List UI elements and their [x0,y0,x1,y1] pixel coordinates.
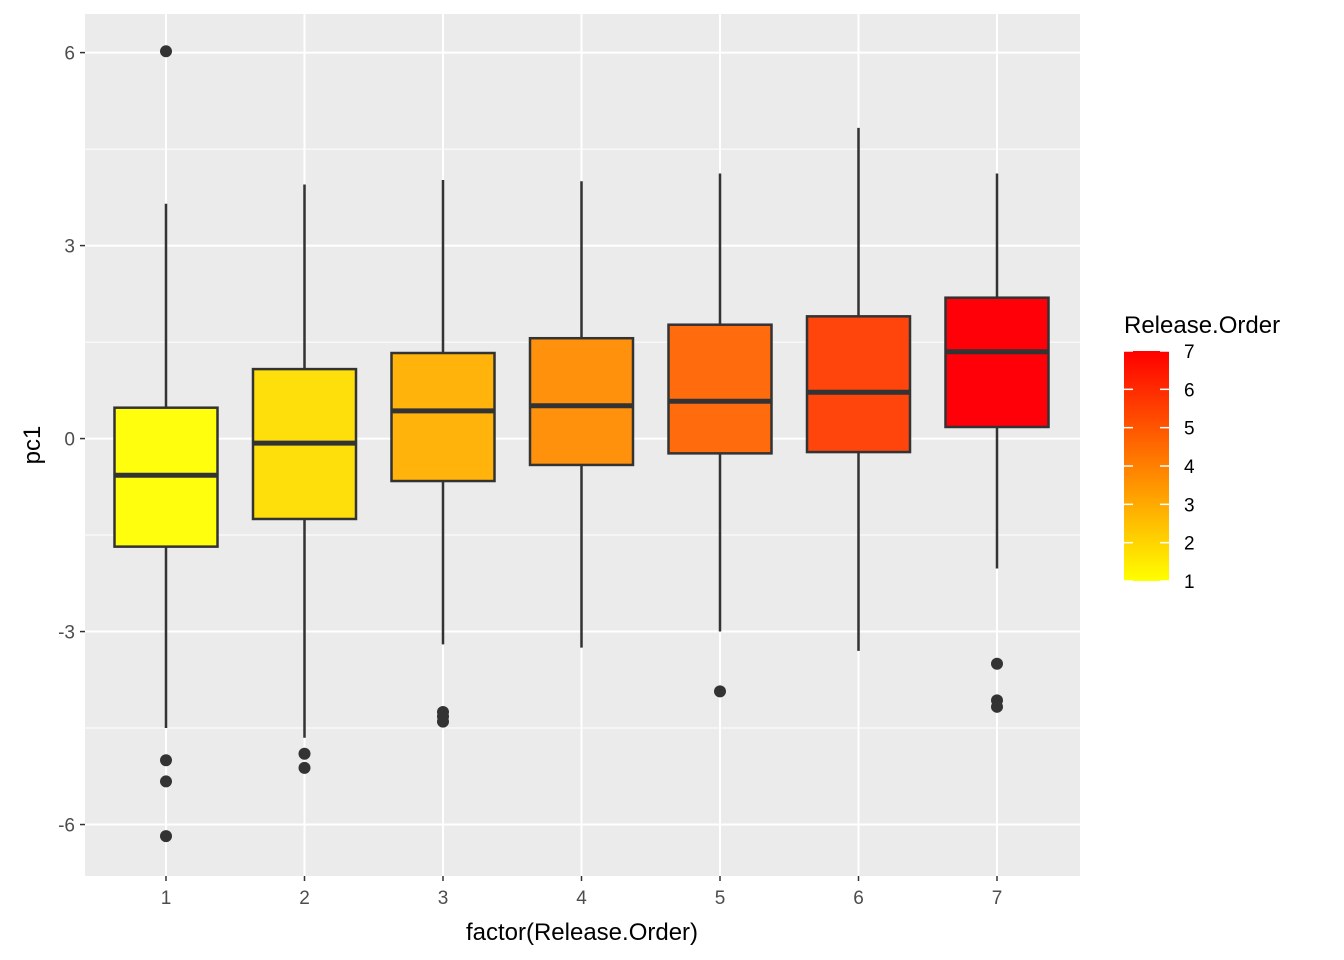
x-tick-label: 5 [715,888,726,909]
box [944,296,1050,429]
box-group-7 [944,173,1050,713]
outlier-point [991,700,1003,713]
outlier-point [991,657,1003,670]
box [390,351,496,483]
outlier-point [437,715,449,728]
x-tick-label: 6 [853,888,864,909]
outlier-point [298,747,311,760]
box-group-3 [390,179,496,728]
box-group-2 [251,184,358,774]
y-tick-label: -6 [58,816,75,837]
x-axis: 1 2 3 4 5 6 7 [161,876,1003,909]
x-tick-label: 7 [992,888,1003,909]
legend-label: 4 [1184,457,1195,478]
y-axis-title: pc1 [19,426,46,465]
legend-label: 2 [1184,534,1195,555]
outlier-point [160,754,172,767]
outlier-point [160,775,172,788]
boxes-layer [113,45,1050,843]
y-tick-label: 3 [64,237,75,258]
y-axis: -6 -3 0 3 6 [58,44,85,837]
box-group-5 [667,173,773,698]
box-group-4 [528,181,635,648]
legend-label: 1 [1184,572,1195,593]
box [528,336,635,467]
x-tick-label: 1 [161,888,172,909]
x-axis-title: factor(Release.Order) [466,919,698,946]
legend-label: 6 [1184,380,1195,401]
outlier-point [160,45,172,58]
box [805,315,912,454]
legend-ticks: 1 2 3 4 5 6 7 [1124,342,1195,593]
legend-label: 3 [1184,495,1195,516]
y-tick-label: -3 [58,623,75,644]
outlier-point [298,761,311,774]
legend-label: 7 [1184,342,1195,363]
x-tick-label: 3 [438,888,449,909]
y-tick-label: 6 [64,44,75,65]
legend: Release.Order 1 2 3 4 5 6 7 [1124,312,1280,593]
x-tick-label: 2 [299,888,310,909]
legend-title: Release.Order [1124,312,1280,339]
box-group-6 [805,127,912,651]
box [667,323,773,455]
box-group-1 [113,45,219,843]
outlier-point [160,830,172,843]
outlier-point [714,685,726,698]
y-tick-label: 0 [64,430,75,451]
legend-label: 5 [1184,419,1195,440]
x-tick-label: 4 [576,888,587,909]
